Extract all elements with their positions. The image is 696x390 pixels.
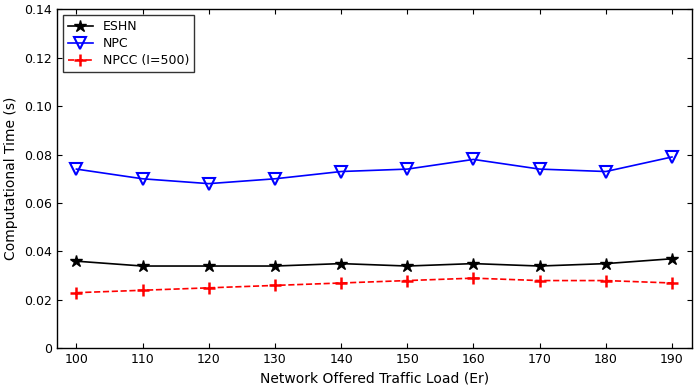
NPC xyxy=(337,169,345,174)
ESHN xyxy=(205,264,213,268)
NPCC (I=500) xyxy=(337,281,345,285)
NPCC (I=500) xyxy=(535,278,544,283)
NPCC (I=500) xyxy=(601,278,610,283)
NPC xyxy=(601,169,610,174)
NPCC (I=500) xyxy=(403,278,411,283)
NPC xyxy=(139,176,147,181)
Legend: ESHN, NPC, NPCC (I=500): ESHN, NPC, NPCC (I=500) xyxy=(63,16,194,72)
ESHN xyxy=(337,261,345,266)
ESHN xyxy=(72,259,81,264)
ESHN xyxy=(601,261,610,266)
NPC xyxy=(469,157,477,162)
NPCC (I=500) xyxy=(205,285,213,290)
ESHN xyxy=(139,264,147,268)
Line: NPC: NPC xyxy=(70,151,678,190)
NPC xyxy=(403,167,411,172)
NPCC (I=500) xyxy=(139,288,147,292)
NPCC (I=500) xyxy=(72,290,81,295)
NPC xyxy=(205,181,213,186)
NPCC (I=500) xyxy=(469,276,477,280)
ESHN xyxy=(271,264,279,268)
X-axis label: Network Offered Traffic Load (Er): Network Offered Traffic Load (Er) xyxy=(260,372,489,386)
NPC xyxy=(271,176,279,181)
Y-axis label: Computational Time (s): Computational Time (s) xyxy=(4,97,18,261)
ESHN xyxy=(535,264,544,268)
Line: NPCC (I=500): NPCC (I=500) xyxy=(70,272,678,299)
NPC xyxy=(535,167,544,172)
NPCC (I=500) xyxy=(271,283,279,288)
ESHN xyxy=(469,261,477,266)
ESHN xyxy=(667,256,676,261)
Line: ESHN: ESHN xyxy=(70,252,678,272)
NPC xyxy=(667,155,676,160)
ESHN xyxy=(403,264,411,268)
NPCC (I=500) xyxy=(667,281,676,285)
NPC xyxy=(72,167,81,172)
